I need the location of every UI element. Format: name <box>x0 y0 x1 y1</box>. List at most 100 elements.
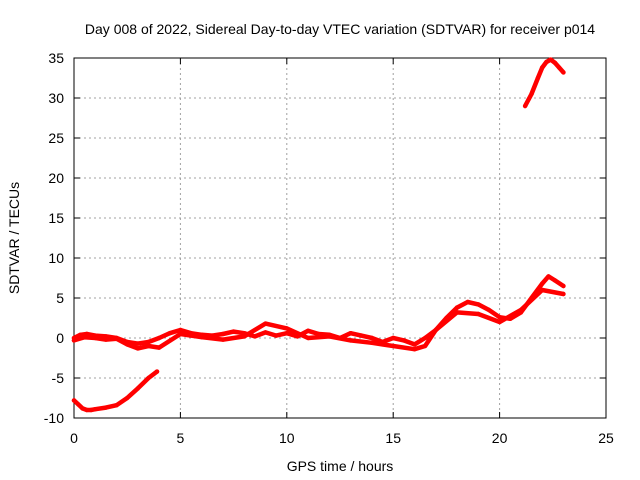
data-point <box>82 335 87 340</box>
plot-border <box>73 57 607 419</box>
data-point <box>552 278 558 283</box>
data-point <box>539 65 545 70</box>
data-point <box>146 343 151 349</box>
data-point <box>167 331 172 336</box>
data-point <box>433 327 438 333</box>
data-point <box>548 57 553 62</box>
data-point <box>220 337 226 342</box>
y-tick-label: 30 <box>48 90 64 106</box>
data-point <box>486 307 492 313</box>
data-point <box>544 59 549 65</box>
series-segment-c <box>71 287 566 352</box>
x-tick-label: 0 <box>70 430 78 446</box>
y-tick-label: -10 <box>44 410 64 426</box>
data-point <box>539 287 545 293</box>
data-point <box>369 340 375 345</box>
data-point <box>135 346 141 351</box>
axes <box>73 57 607 419</box>
data-point <box>561 291 566 297</box>
data-point <box>84 407 89 413</box>
data-point <box>125 342 130 347</box>
data-point <box>80 406 85 411</box>
series <box>71 57 566 413</box>
data-point <box>76 402 81 407</box>
data-point <box>71 398 77 403</box>
data-point <box>156 345 162 350</box>
y-tick-label: 35 <box>48 50 64 66</box>
data-point <box>252 334 258 339</box>
data-point <box>546 274 551 279</box>
data-point <box>178 331 183 337</box>
y-tick-label: 20 <box>48 170 64 186</box>
y-tick-label: 5 <box>56 290 64 306</box>
data-point <box>135 386 141 391</box>
data-point <box>114 336 119 341</box>
data-point <box>359 333 364 338</box>
x-tick-label: 15 <box>385 430 401 446</box>
data-point <box>156 335 162 341</box>
data-point <box>535 75 541 81</box>
data-point <box>561 70 566 75</box>
y-tick-label: 15 <box>48 210 64 226</box>
data-point <box>273 333 279 338</box>
data-point <box>529 91 534 97</box>
data-point <box>125 395 130 401</box>
data-point <box>114 403 119 408</box>
data-point <box>178 327 183 333</box>
x-tick-label: 10 <box>279 430 295 446</box>
data-point <box>454 310 460 315</box>
data-point <box>305 328 311 333</box>
data-point <box>327 334 332 339</box>
data-point <box>422 335 428 341</box>
x-axis-label: GPS time / hours <box>287 458 394 474</box>
data-point <box>263 321 268 326</box>
data-point <box>284 326 289 331</box>
data-point <box>369 335 375 341</box>
data-point <box>497 315 502 320</box>
grid <box>74 58 606 418</box>
data-point <box>412 342 417 347</box>
data-point <box>135 341 141 346</box>
data-point <box>497 319 502 325</box>
data-point <box>476 302 481 307</box>
data-point <box>220 331 226 337</box>
data-point <box>412 347 417 352</box>
data-point <box>103 405 109 410</box>
data-point <box>88 407 94 413</box>
data-point <box>556 65 562 70</box>
data-point <box>154 369 160 374</box>
data-point <box>93 335 98 341</box>
x-tick-label: 5 <box>177 430 185 446</box>
data-point <box>103 337 109 342</box>
x-tick-label: 25 <box>598 430 614 446</box>
series-segment-d <box>522 57 566 109</box>
y-axis-label: SDTVAR / TECUs <box>6 182 22 294</box>
data-point <box>146 339 151 345</box>
y-tick-label: 10 <box>48 250 64 266</box>
data-point <box>242 334 247 339</box>
data-point <box>476 311 481 317</box>
y-tick-label: -5 <box>52 370 65 386</box>
chart-title: Day 008 of 2022, Sidereal Day-to-day VTE… <box>85 21 595 37</box>
data-point <box>263 330 268 335</box>
data-point <box>422 343 428 349</box>
data-point <box>391 335 396 341</box>
data-point <box>146 375 151 381</box>
y-tick-label: 25 <box>48 130 64 146</box>
data-point <box>522 103 528 109</box>
data-point <box>391 343 396 349</box>
data-point <box>348 331 353 336</box>
y-tick-label: 0 <box>56 330 64 346</box>
data-point <box>348 338 353 343</box>
data-point <box>465 299 470 305</box>
data-point <box>231 329 236 334</box>
data-point <box>401 338 407 343</box>
x-tick-label: 20 <box>492 430 508 446</box>
data-point <box>454 305 460 310</box>
ticks: 0 5 10 15 20 25 -10 -5 0 5 10 15 20 25 30 35 <box>44 50 614 446</box>
data-point <box>552 60 558 65</box>
series-segment-a <box>71 369 160 413</box>
data-point <box>284 331 289 336</box>
data-point <box>539 281 545 286</box>
